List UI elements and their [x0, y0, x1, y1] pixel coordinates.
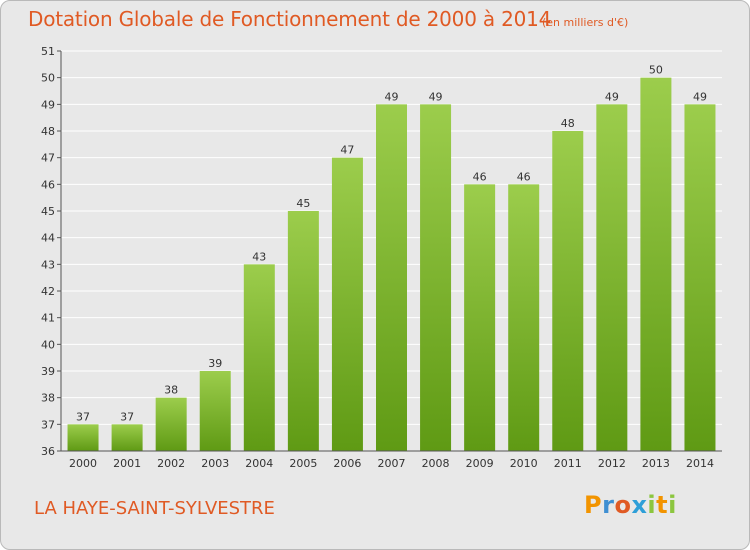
bar-value-label: 49: [385, 90, 399, 103]
x-tick-label: 2013: [642, 457, 670, 470]
bar-value-label: 49: [605, 90, 619, 103]
bar-value-label: 37: [76, 410, 90, 423]
bar-2012: [596, 104, 628, 451]
y-tick-label: 50: [41, 72, 55, 85]
bar-2003: [199, 371, 231, 451]
chart-unit: (en milliers d'€): [542, 16, 629, 29]
bar-value-label: 50: [649, 64, 663, 77]
bar-2004: [243, 264, 275, 451]
y-tick-label: 46: [41, 178, 55, 191]
bar-2008: [420, 104, 452, 451]
x-tick-label: 2000: [69, 457, 97, 470]
bar-value-label: 48: [561, 117, 575, 130]
bar-2013: [640, 77, 672, 452]
x-tick-label: 2014: [686, 457, 714, 470]
logo-letter: r: [602, 491, 615, 519]
y-tick-label: 51: [41, 45, 55, 58]
bar-2009: [464, 184, 496, 452]
bar-value-label: 46: [517, 170, 531, 183]
bar-value-label: 49: [693, 90, 707, 103]
bar-2011: [552, 131, 584, 451]
bar-value-label: 37: [120, 410, 134, 423]
x-tick-label: 2003: [201, 457, 229, 470]
y-tick-label: 43: [41, 258, 55, 271]
y-tick-label: 38: [41, 392, 55, 405]
y-tick-label: 45: [41, 205, 55, 218]
logo-letter: t: [656, 491, 669, 519]
bar-2010: [508, 184, 540, 452]
x-tick-label: 2001: [113, 457, 141, 470]
y-tick-label: 49: [41, 98, 55, 111]
bar-value-label: 46: [473, 170, 487, 183]
logo-letter: o: [614, 491, 632, 519]
bar-value-label: 49: [429, 90, 443, 103]
logo-letter: P: [584, 491, 603, 519]
logo-letter: i: [668, 491, 677, 519]
y-tick-label: 40: [41, 338, 55, 351]
y-tick-label: 44: [41, 232, 55, 245]
bar-2014: [684, 104, 716, 451]
x-tick-label: 2004: [245, 457, 273, 470]
bar-value-label: 45: [296, 197, 310, 210]
bar-2005: [287, 211, 319, 451]
x-tick-label: 2008: [422, 457, 450, 470]
x-tick-label: 2007: [378, 457, 406, 470]
x-tick-label: 2010: [510, 457, 538, 470]
bar-value-label: 39: [208, 357, 222, 370]
commune-name: LA HAYE-SAINT-SYLVESTRE: [34, 498, 275, 519]
y-tick-label: 41: [41, 312, 55, 325]
proxiti-logo: Proxiti: [584, 491, 677, 519]
bar-2006: [331, 157, 363, 451]
logo-letter: i: [647, 491, 657, 519]
bar-2007: [376, 104, 407, 451]
bar-value-label: 47: [340, 144, 354, 157]
bar-2002: [155, 397, 187, 451]
y-tick-label: 36: [41, 445, 55, 458]
y-tick-label: 42: [41, 285, 55, 298]
y-tick-label: 48: [41, 125, 55, 138]
x-tick-label: 2006: [333, 457, 361, 470]
bar-value-label: 38: [164, 384, 178, 397]
y-tick-label: 37: [41, 418, 55, 431]
bar-2001: [111, 424, 143, 451]
x-tick-label: 2012: [598, 457, 626, 470]
chart-title: Dotation Globale de Fonctionnement de 20…: [28, 7, 552, 31]
x-tick-label: 2002: [157, 457, 185, 470]
x-tick-label: 2011: [554, 457, 582, 470]
y-tick-label: 39: [41, 365, 55, 378]
bar-value-label: 43: [252, 250, 266, 263]
x-tick-label: 2005: [289, 457, 317, 470]
logo-letter: x: [631, 491, 648, 519]
y-tick-label: 47: [41, 152, 55, 165]
bar-2000: [67, 424, 99, 451]
x-tick-label: 2009: [466, 457, 494, 470]
